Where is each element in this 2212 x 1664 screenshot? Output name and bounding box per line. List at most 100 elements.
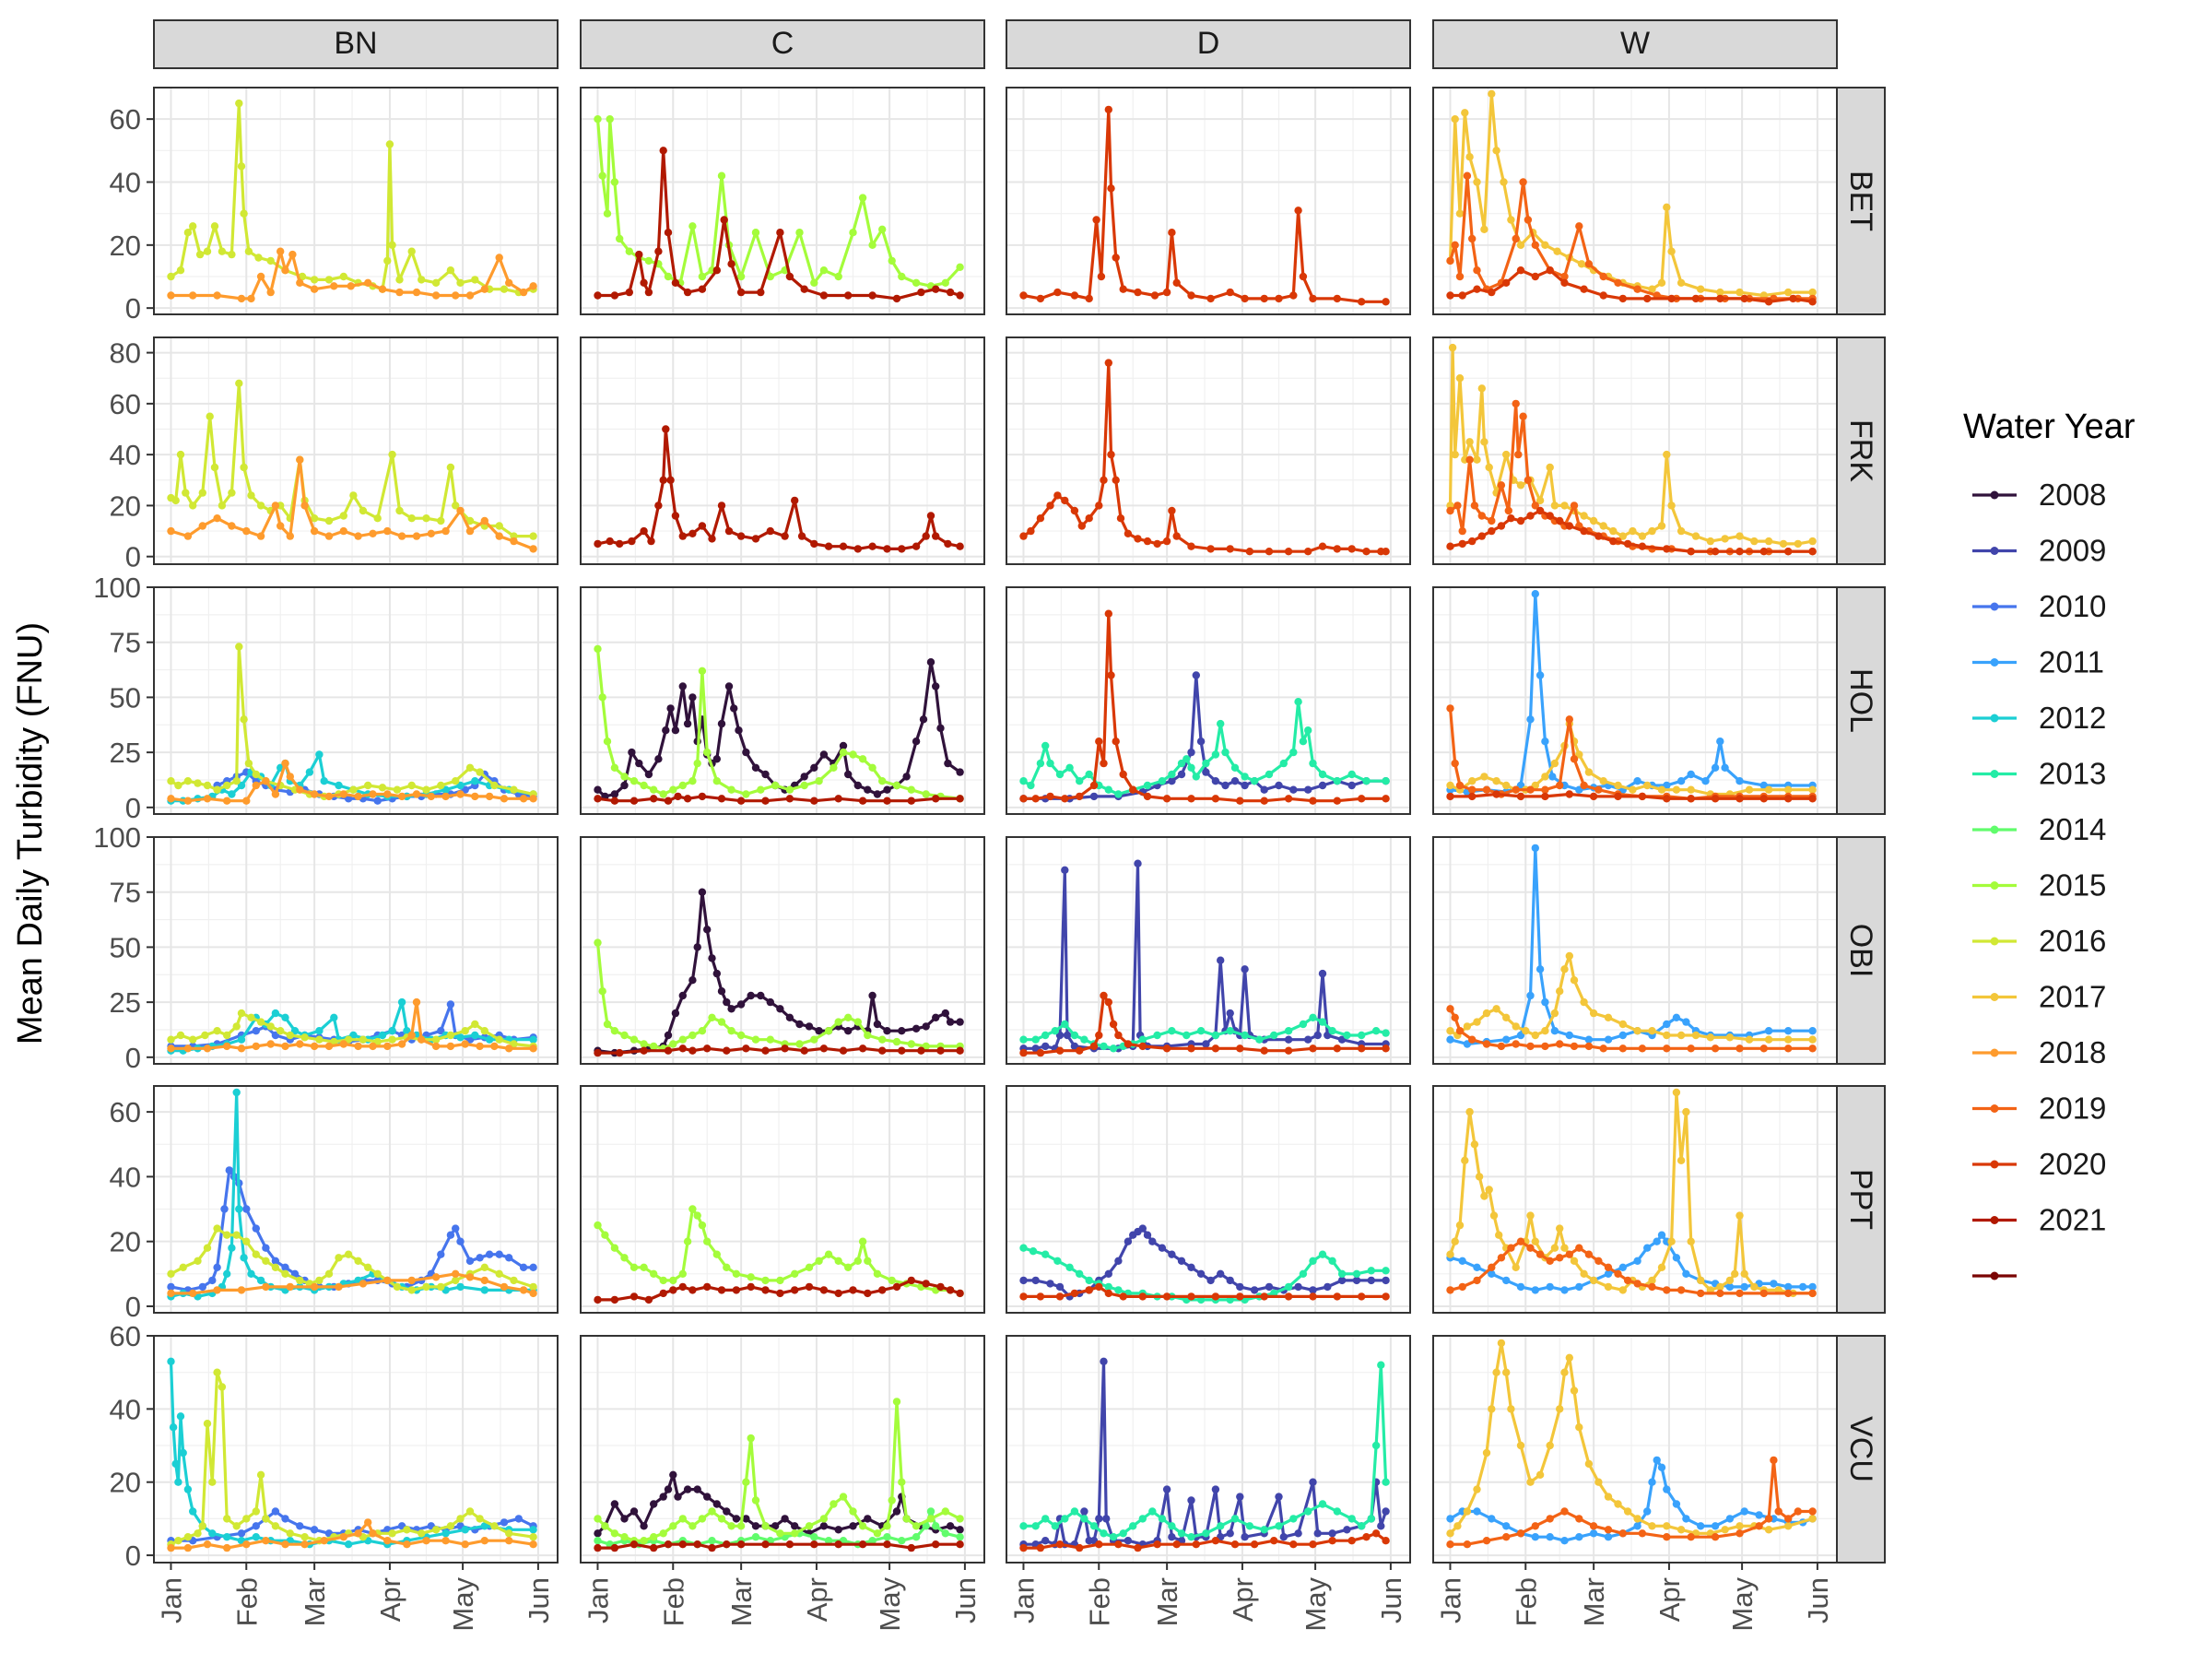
data-point [271, 1009, 280, 1018]
data-point [1541, 241, 1549, 249]
data-point [1497, 1042, 1506, 1051]
data-point [1570, 1042, 1579, 1051]
data-point [922, 1022, 930, 1031]
data-point [1473, 1263, 1481, 1272]
data-point [1575, 1244, 1583, 1252]
data-point [505, 1537, 513, 1545]
data-point [232, 1522, 241, 1530]
data-point [1638, 1044, 1647, 1053]
data-point [912, 738, 921, 746]
data-point [1623, 1507, 1632, 1516]
data-point [1589, 1529, 1598, 1538]
data-point [1653, 1237, 1661, 1245]
data-point [1168, 1522, 1176, 1530]
data-point [742, 1515, 750, 1523]
data-point [1565, 522, 1574, 530]
data-point [1556, 1254, 1564, 1262]
data-point [888, 256, 896, 266]
data-point [237, 1529, 246, 1538]
data-point [1446, 792, 1454, 801]
data-point [1759, 795, 1769, 803]
column-strip-label: BN [334, 26, 377, 61]
data-point [1019, 1276, 1028, 1285]
data-point [736, 1522, 746, 1530]
data-point [1041, 1250, 1050, 1258]
data-point [1657, 1231, 1666, 1239]
data-point [1789, 294, 1797, 303]
y-tick-label: 60 [110, 103, 141, 136]
data-point [844, 1027, 853, 1035]
data-point [1143, 537, 1152, 546]
data-point [1535, 1250, 1545, 1258]
legend-entry: 2013 [1972, 757, 2106, 791]
data-point [926, 512, 935, 520]
row-strip [1836, 87, 1886, 315]
data-point [422, 1537, 430, 1545]
data-point [1468, 234, 1477, 243]
data-point [244, 247, 253, 255]
x-tick-label: Feb [230, 1577, 263, 1626]
data-point [1211, 750, 1220, 759]
panel-FRK-C [580, 336, 985, 565]
data-point [708, 1543, 716, 1552]
data-point [898, 1046, 906, 1055]
data-point [1250, 1540, 1259, 1549]
data-point [397, 997, 406, 1007]
data-point [1162, 537, 1171, 546]
series-2020 [1019, 1282, 1390, 1301]
data-point [698, 1515, 707, 1523]
data-point [1570, 755, 1579, 763]
data-point [174, 1478, 182, 1486]
panel-border [153, 1085, 559, 1314]
data-point [1031, 795, 1040, 803]
data-point [1784, 1282, 1793, 1292]
series-2019 [1446, 1456, 1817, 1549]
data-point [1502, 781, 1511, 790]
data-point [1580, 526, 1588, 536]
data-point [868, 291, 877, 300]
data-point [1618, 294, 1628, 303]
data-point [1755, 1511, 1763, 1519]
data-point [1382, 795, 1390, 803]
data-point [383, 790, 392, 798]
data-point [717, 1515, 726, 1523]
data-point [868, 1537, 877, 1545]
series-line [1449, 1008, 1813, 1050]
y-tick-label: 20 [110, 1467, 141, 1499]
legend-label: 2015 [2039, 868, 2106, 903]
data-point [708, 954, 716, 962]
data-point [1309, 294, 1317, 303]
x-tick-label: Mar [725, 1577, 758, 1626]
data-point [1480, 438, 1488, 446]
data-point [1735, 1211, 1744, 1220]
data-point [465, 763, 475, 772]
data-point [594, 1543, 602, 1552]
data-point [1697, 1522, 1705, 1530]
data-point [878, 1286, 887, 1294]
data-point [1565, 1353, 1574, 1363]
data-point [1516, 1282, 1525, 1292]
data-point [736, 288, 746, 297]
data-point [189, 502, 197, 510]
data-point [383, 1042, 392, 1051]
data-point [201, 1031, 209, 1040]
panel-border [1432, 1085, 1838, 1314]
data-point [471, 777, 479, 785]
x-tick-label: Feb [657, 1577, 689, 1626]
data-point [1526, 1244, 1535, 1252]
data-point [194, 1529, 202, 1538]
data-point [1275, 294, 1283, 303]
x-tick-label: Mar [299, 1577, 331, 1626]
data-point [795, 1040, 804, 1048]
data-point [412, 997, 421, 1007]
data-point [1265, 770, 1274, 779]
data-point [917, 1046, 925, 1055]
data-point [1055, 1292, 1065, 1301]
data-point [922, 1522, 930, 1530]
data-point [213, 1224, 221, 1233]
data-point [403, 1526, 411, 1534]
data-point [1519, 412, 1527, 420]
data-point [339, 272, 347, 281]
x-tick-label: Mar [1151, 1577, 1183, 1626]
data-point [235, 1205, 243, 1213]
